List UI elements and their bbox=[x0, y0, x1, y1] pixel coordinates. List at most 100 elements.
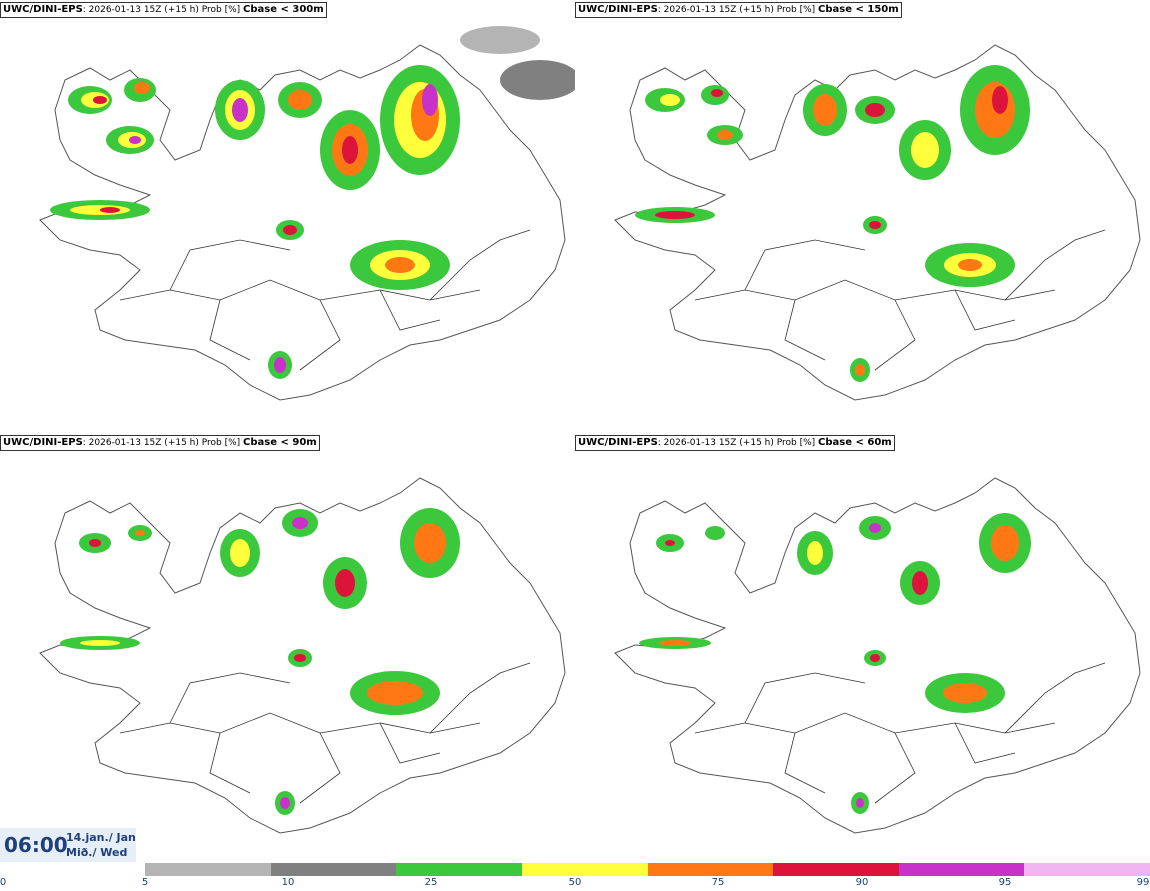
probability-area bbox=[705, 526, 725, 540]
colorbar-segment bbox=[898, 863, 1025, 876]
colorbar-tick-label: 75 bbox=[711, 877, 725, 888]
probability-area bbox=[80, 640, 120, 646]
probability-area bbox=[659, 640, 691, 646]
road-line bbox=[954, 722, 1016, 764]
colorbar-tick-label: 50 bbox=[568, 877, 582, 888]
probability-area bbox=[292, 517, 308, 529]
probability-area bbox=[665, 540, 675, 546]
probability-area bbox=[294, 654, 306, 662]
probability-area bbox=[460, 26, 540, 54]
probability-area bbox=[232, 98, 248, 122]
colorbar-tick-label: 5 bbox=[141, 877, 149, 888]
probability-area bbox=[335, 569, 355, 597]
probability-area bbox=[283, 225, 297, 235]
probability-area bbox=[869, 221, 881, 229]
colorbar-segment bbox=[521, 863, 648, 876]
probability-area bbox=[711, 89, 723, 97]
probability-area bbox=[958, 259, 982, 271]
probability-area bbox=[911, 132, 939, 168]
colorbar-segment bbox=[773, 863, 899, 876]
colorbar-segment bbox=[270, 863, 397, 876]
probability-area bbox=[660, 94, 680, 106]
probability-area bbox=[422, 84, 438, 116]
road-line bbox=[429, 229, 531, 301]
road-line bbox=[209, 732, 251, 794]
road-line bbox=[874, 732, 916, 804]
probability-area bbox=[856, 798, 864, 808]
colorbar-segment bbox=[145, 863, 271, 876]
probability-area bbox=[813, 94, 837, 126]
probability-area bbox=[414, 523, 446, 563]
panel-title: UWC/DINI-EPS: 2026-01-13 15Z (+15 h) Pro… bbox=[575, 435, 895, 451]
panel-title: UWC/DINI-EPS: 2026-01-13 15Z (+15 h) Pro… bbox=[575, 2, 902, 18]
road-line bbox=[379, 722, 441, 764]
map-panel-90m: UWC/DINI-EPS: 2026-01-13 15Z (+15 h) Pro… bbox=[0, 433, 575, 863]
road-line bbox=[169, 239, 291, 291]
road-line bbox=[1004, 229, 1106, 301]
colorbar-tick-label: 0 bbox=[0, 877, 7, 888]
colorbar-tick-label: 95 bbox=[998, 877, 1012, 888]
probability-area bbox=[134, 82, 150, 94]
probability-area bbox=[500, 60, 575, 100]
colorbar-tick-label: 99 bbox=[1136, 877, 1150, 888]
road-line bbox=[119, 279, 481, 301]
probability-area bbox=[280, 797, 290, 809]
road-line bbox=[694, 712, 1056, 734]
probability-area bbox=[100, 207, 120, 213]
road-line bbox=[954, 289, 1016, 331]
iceland-map bbox=[614, 44, 1141, 401]
road-line bbox=[299, 299, 341, 371]
probability-area bbox=[288, 90, 312, 110]
probability-area bbox=[129, 136, 141, 144]
road-line bbox=[379, 289, 441, 331]
colorbar-segment bbox=[647, 863, 774, 876]
map-panel-60m: UWC/DINI-EPS: 2026-01-13 15Z (+15 h) Pro… bbox=[575, 433, 1150, 863]
probability-area bbox=[807, 541, 823, 565]
probability-area bbox=[991, 525, 1019, 561]
road-line bbox=[784, 732, 826, 794]
iceland-map bbox=[614, 477, 1141, 834]
colorbar-ticks: 0 5 10 25 50 75 90 95 99 bbox=[0, 877, 1150, 891]
probability-area bbox=[367, 681, 423, 705]
valid-time-box: 06:00 14.jan./ Jan Mið./ Wed bbox=[0, 828, 136, 862]
road-line bbox=[169, 672, 291, 724]
panel-title: UWC/DINI-EPS: 2026-01-13 15Z (+15 h) Pro… bbox=[0, 2, 327, 18]
probability-area bbox=[865, 103, 885, 117]
road-line bbox=[299, 732, 341, 804]
colorbar-tick-label: 25 bbox=[424, 877, 438, 888]
map-panel-300m: UWC/DINI-EPS: 2026-01-13 15Z (+15 h) Pro… bbox=[0, 0, 575, 430]
panel-title: UWC/DINI-EPS: 2026-01-13 15Z (+15 h) Pro… bbox=[0, 435, 320, 451]
valid-weekday: Mið./ Wed bbox=[66, 846, 128, 859]
map-panel-150m: UWC/DINI-EPS: 2026-01-13 15Z (+15 h) Pro… bbox=[575, 0, 1150, 430]
road-line bbox=[119, 712, 481, 734]
colorbar-segment bbox=[1024, 863, 1150, 876]
probability-area bbox=[93, 96, 107, 104]
probability-area bbox=[717, 130, 733, 140]
probability-area bbox=[869, 523, 881, 533]
colorbar-tick-label: 90 bbox=[855, 877, 869, 888]
road-line bbox=[429, 662, 531, 734]
probability-area bbox=[870, 654, 880, 662]
probability-area bbox=[655, 211, 695, 219]
probability-area bbox=[342, 136, 358, 164]
road-line bbox=[694, 279, 1056, 301]
road-line bbox=[744, 672, 866, 724]
road-line bbox=[744, 239, 866, 291]
colorbar-tick-label: 10 bbox=[281, 877, 295, 888]
colorbar-segment bbox=[396, 863, 522, 876]
iceland-map bbox=[39, 477, 566, 834]
probability-area bbox=[943, 683, 987, 703]
probability-area bbox=[274, 357, 286, 373]
road-line bbox=[874, 299, 916, 371]
valid-time: 06:00 bbox=[4, 833, 68, 857]
probability-colorbar bbox=[145, 863, 1150, 876]
road-line bbox=[1004, 662, 1106, 734]
probability-area bbox=[992, 86, 1008, 114]
road-line bbox=[784, 299, 826, 361]
probability-area bbox=[89, 539, 101, 547]
probability-area bbox=[230, 539, 250, 567]
iceland-map bbox=[39, 26, 575, 401]
probability-area bbox=[855, 364, 865, 376]
road-line bbox=[209, 299, 251, 361]
valid-date: 14.jan./ Jan bbox=[66, 831, 136, 844]
